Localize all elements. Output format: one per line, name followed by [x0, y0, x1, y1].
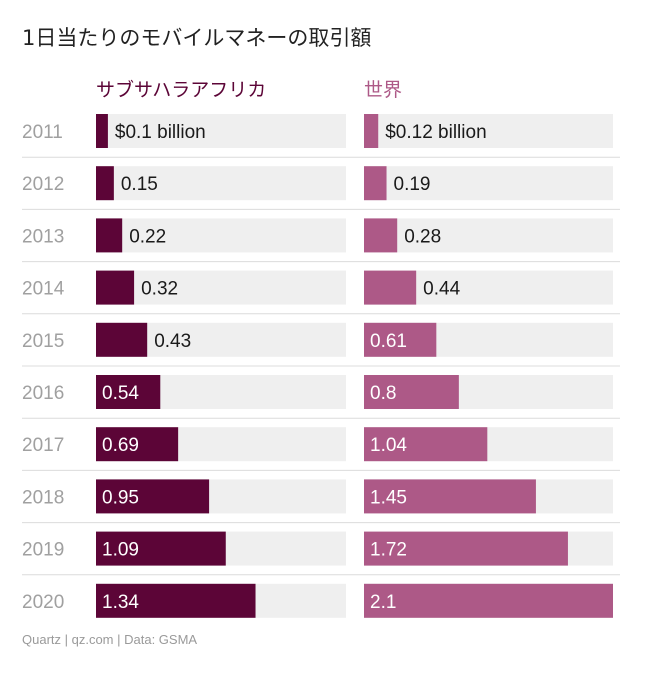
bar-africa	[96, 479, 210, 514]
bar-africa	[96, 531, 226, 566]
bar-world	[364, 583, 613, 618]
year-label: 2011	[22, 122, 63, 143]
chart-title: 1日当たりのモバイルマネーの取引額	[22, 26, 372, 50]
year-label: 2020	[22, 592, 64, 613]
value-label-africa: 0.69	[102, 435, 139, 456]
bar-africa	[96, 166, 114, 201]
bar-africa	[96, 583, 256, 618]
bar-world	[364, 270, 417, 305]
year-label: 2019	[22, 540, 64, 561]
bar-africa	[96, 322, 148, 357]
bar-africa	[96, 375, 161, 409]
year-label: 2013	[22, 226, 64, 247]
bar-africa	[96, 270, 135, 305]
value-label-world: 0.44	[423, 279, 460, 300]
bar-world	[364, 166, 387, 201]
bar-track-africa	[96, 166, 346, 201]
year-label: 2016	[22, 383, 64, 404]
year-label: 2012	[22, 174, 64, 195]
series-header-africa: サブサハラアフリカ	[96, 79, 267, 101]
value-label-world: $0.12 billion	[385, 122, 486, 143]
value-label-africa: 0.15	[121, 174, 158, 195]
value-label-africa: 0.43	[154, 331, 191, 352]
bar-track-world	[364, 166, 613, 201]
bar-africa	[96, 218, 123, 253]
bar-world	[364, 375, 459, 409]
value-label-world: 0.28	[404, 226, 441, 247]
bar-world	[364, 322, 437, 357]
value-label-world: 1.45	[370, 487, 407, 508]
bar-africa	[96, 427, 179, 462]
value-label-world: 1.72	[370, 540, 407, 561]
value-label-africa: 0.32	[141, 279, 178, 300]
value-label-world: 0.61	[370, 331, 407, 352]
value-label-africa: $0.1 billion	[115, 122, 206, 143]
year-label: 2017	[22, 435, 64, 456]
value-label-africa: 0.95	[102, 487, 139, 508]
year-label: 2014	[22, 279, 65, 300]
value-label-africa: 0.22	[129, 226, 166, 247]
bar-track-africa	[96, 114, 346, 148]
year-label: 2018	[22, 487, 64, 508]
bar-track-africa	[96, 270, 346, 305]
bar-world	[364, 427, 488, 462]
series-header-world: 世界	[364, 79, 403, 101]
bar-world	[364, 114, 379, 148]
bar-track-world	[364, 218, 613, 253]
bar-world	[364, 531, 568, 566]
source-footer: Quartz | qz.com | Data: GSMA	[22, 632, 198, 647]
value-label-world: 1.04	[370, 435, 407, 456]
year-label: 2015	[22, 331, 64, 352]
value-label-africa: 0.54	[102, 383, 139, 404]
bar-track-world	[364, 114, 613, 148]
value-label-world: 2.1	[370, 592, 396, 613]
bar-track-africa	[96, 218, 346, 253]
bar-world	[364, 479, 536, 514]
bar-africa	[96, 114, 108, 148]
value-label-world: 0.19	[394, 174, 431, 195]
value-label-world: 0.8	[370, 383, 396, 404]
bar-world	[364, 218, 398, 253]
value-label-africa: 1.34	[102, 592, 139, 613]
value-label-africa: 1.09	[102, 540, 139, 561]
